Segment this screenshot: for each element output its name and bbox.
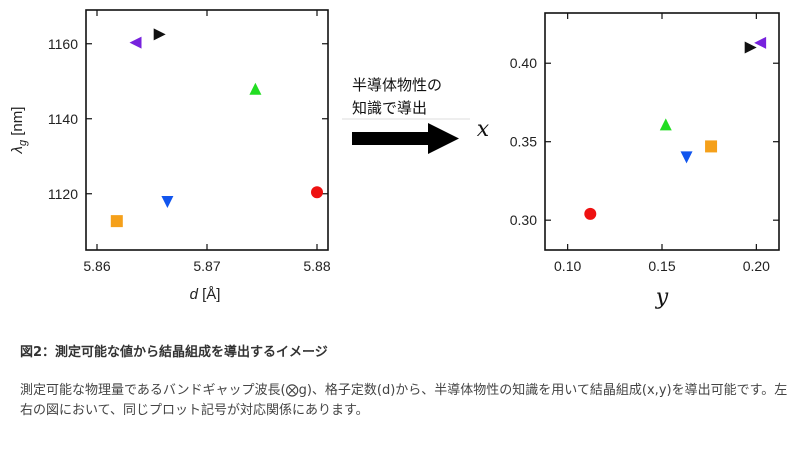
right-point-orange-square — [705, 140, 718, 153]
left-point-red-circle — [311, 186, 323, 199]
right-x-axis-label: y — [655, 285, 669, 310]
left-ticks: 5.86 5.87 5.88 1120 1140 1160 — [48, 10, 331, 274]
arrow-label-line1: 半導体物性の — [352, 76, 442, 94]
left-point-green-triangle-up — [249, 82, 262, 95]
right-ticks: 0.10 0.15 0.20 0.30 0.35 0.40 — [510, 13, 779, 274]
left-data-points — [110, 28, 323, 228]
arrow-shaft — [352, 132, 430, 145]
right-point-green-triangle-up — [659, 118, 672, 131]
figure: 5.86 5.87 5.88 1120 1140 1160 d [Å] λg [nm] 半… — [9, 9, 780, 310]
caption-body: 測定可能な物理量であるバンドギャップ波長(⨂g)、格子定数(d)から、半導体物性… — [20, 383, 788, 418]
right-y-axis-label: x — [477, 117, 490, 142]
left-x-tick-label: 5.87 — [193, 258, 220, 274]
left-point-blue-triangle-down — [161, 196, 174, 208]
right-point-black-triangle-right — [744, 41, 757, 54]
right-scatter-plot: 0.10 0.15 0.20 0.30 0.35 0.40 y x — [477, 12, 780, 310]
left-x-axis-label: d [Å] — [190, 286, 221, 303]
left-point-black-triangle-right — [153, 28, 166, 41]
left-y-tick-label: 1160 — [48, 36, 78, 52]
derivation-arrow: 半導体物性の 知識で導出 — [342, 76, 470, 154]
right-x-tick-label: 0.15 — [648, 258, 675, 274]
right-data-points — [584, 36, 767, 220]
left-y-tick-label: 1140 — [48, 111, 78, 127]
left-x-tick-label: 5.86 — [83, 258, 110, 274]
right-y-tick-label: 0.30 — [510, 212, 537, 228]
left-point-orange-square — [110, 215, 123, 228]
left-point-purple-triangle-left — [129, 36, 142, 49]
left-scatter-plot: 5.86 5.87 5.88 1120 1140 1160 d [Å] λg [nm] — [9, 9, 331, 303]
right-y-tick-label: 0.40 — [510, 55, 537, 71]
arrow-head-icon — [428, 123, 459, 154]
right-plot-frame — [544, 12, 780, 251]
left-y-tick-label: 1120 — [48, 186, 78, 202]
arrow-label-line2: 知識で導出 — [352, 99, 427, 117]
right-point-blue-triangle-down — [680, 151, 693, 164]
right-point-red-circle — [584, 207, 597, 220]
caption-title: 図2：測定可能な値から結晶組成を導出するイメージ — [20, 345, 328, 360]
left-y-axis-label: λg [nm] — [9, 107, 29, 155]
right-point-purple-triangle-left — [754, 36, 767, 49]
right-x-tick-label: 0.20 — [743, 258, 770, 274]
right-y-tick-label: 0.35 — [510, 134, 537, 150]
left-x-tick-label: 5.88 — [303, 258, 330, 274]
left-plot-frame — [85, 9, 329, 251]
right-x-tick-label: 0.10 — [554, 258, 581, 274]
